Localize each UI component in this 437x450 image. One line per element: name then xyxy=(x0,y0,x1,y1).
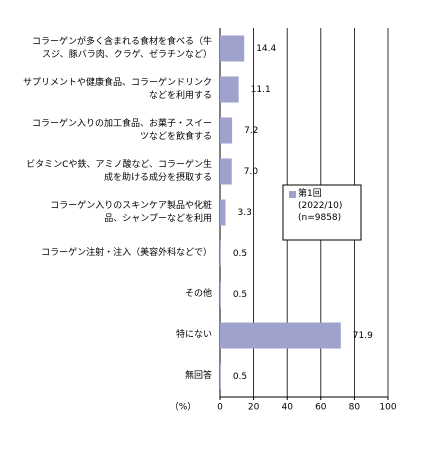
category-label: コラーゲンが多く含まれる食材を食べる（牛 スジ、豚バラ肉、クラゲ、ゼラチンなど） xyxy=(31,36,212,60)
x-tick-label: 0 xyxy=(217,403,223,413)
x-axis-label: （%） xyxy=(170,402,197,413)
x-tick-label: 40 xyxy=(281,403,293,413)
category-label: ビタミンCや鉄、アミノ酸など、コラーゲン生 成を助ける成分を摂取する xyxy=(26,159,212,183)
value-label: 14.4 xyxy=(256,44,276,54)
category-label: コラーゲン注射・注入（美容外科などで） xyxy=(41,248,212,258)
bar xyxy=(220,35,245,62)
x-tick-label: 20 xyxy=(248,403,260,413)
value-label: 7.0 xyxy=(244,167,259,177)
value-label: 0.5 xyxy=(233,290,247,300)
category-label: その他 xyxy=(184,289,212,299)
x-tick-label: 60 xyxy=(315,403,327,413)
legend-label: 第1回 (2022/10) (n=9858) xyxy=(298,189,343,223)
x-tick-label: 100 xyxy=(379,403,396,413)
category-label: コラーゲン入りの加工食品、お菓子・スイー ツなどを飲食する xyxy=(31,118,212,142)
bar xyxy=(220,117,233,144)
bar xyxy=(220,158,232,185)
category-label: コラーゲン入りのスキンケア製品や化粧 品、シャンプーなどを利用 xyxy=(50,200,212,224)
bar xyxy=(220,281,221,308)
category-label: サプリメントや健康食品、コラーゲンドリンク などを利用する xyxy=(22,77,212,101)
category-label: 無回答 xyxy=(184,371,212,381)
value-label: 7.2 xyxy=(244,126,258,136)
bar xyxy=(220,76,239,103)
value-label: 3.3 xyxy=(238,208,252,218)
category-label: 特にない xyxy=(175,330,212,340)
value-label: 71.9 xyxy=(353,331,373,341)
bar xyxy=(220,240,221,267)
bar xyxy=(220,199,226,226)
value-label: 11.1 xyxy=(251,85,271,95)
value-label: 0.5 xyxy=(233,372,247,382)
bar xyxy=(220,322,341,349)
value-label: 0.5 xyxy=(233,249,247,259)
legend-swatch xyxy=(289,191,296,198)
x-tick-label: 80 xyxy=(349,403,361,413)
bar xyxy=(220,363,221,390)
